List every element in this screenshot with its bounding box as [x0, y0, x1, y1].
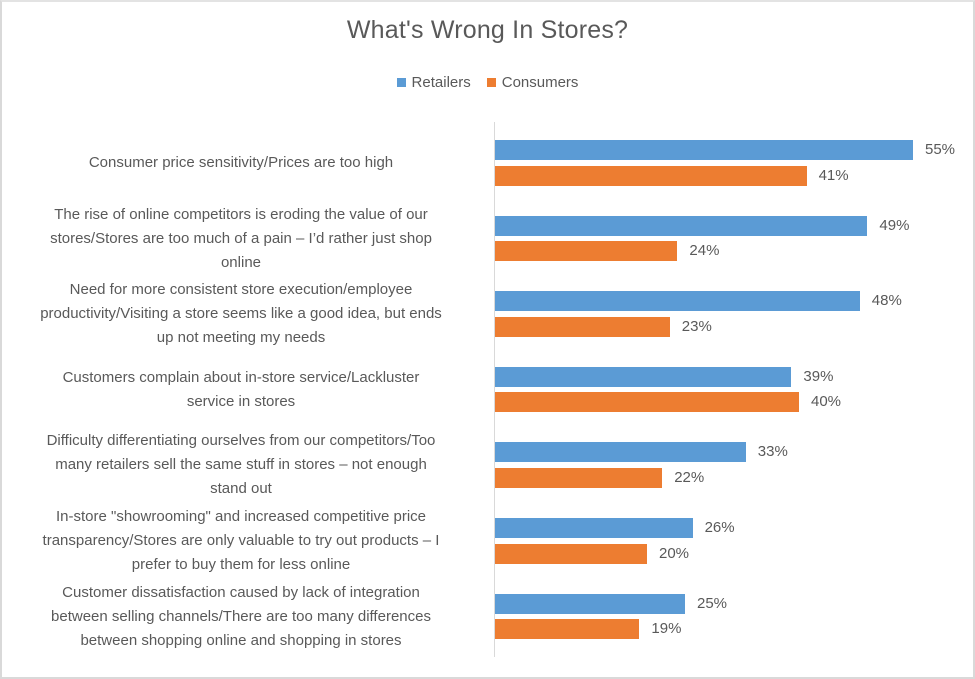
category-label: The rise of online competitors is erodin… — [6, 203, 476, 275]
legend: Retailers Consumers — [0, 74, 975, 91]
data-label-consumers: 19% — [651, 620, 682, 638]
bar-group: Difficulty differentiating ourselves fro… — [0, 432, 975, 497]
data-label-consumers: 24% — [689, 242, 720, 260]
category-label: Consumer price sensitivity/Prices are to… — [6, 151, 476, 175]
data-label-retailers: 33% — [757, 443, 788, 461]
bar-consumers — [495, 165, 807, 186]
data-label-consumers: 41% — [818, 166, 849, 184]
category-label: In-store "showrooming" and increased com… — [6, 505, 476, 577]
bar-consumers — [495, 241, 678, 262]
category-label-line: between selling channels/There are too m… — [51, 607, 431, 625]
category-label-line: Difficulty differentiating ourselves fro… — [46, 432, 436, 450]
category-label: Customer dissatisfaction caused by lack … — [6, 581, 476, 653]
category-label-line: prefer to buy them for less online — [131, 556, 351, 573]
chart-title: What's Wrong In Stores? — [346, 16, 629, 44]
bar-retailers — [495, 291, 860, 312]
category-label-line: Consumer price sensitivity/Prices are to… — [88, 154, 394, 171]
bar-retailers — [495, 215, 868, 236]
category-label-line: between shopping online and shopping in … — [80, 631, 402, 649]
category-label-line: The rise of online competitors is erodin… — [54, 205, 428, 223]
category-label-line: many retailers sell the same stuff in st… — [55, 456, 427, 474]
bar-group: In-store "showrooming" and increased com… — [0, 508, 975, 573]
data-label-retailers: 49% — [879, 216, 910, 234]
category-label-line: transparency/Stores are only valuable to… — [42, 532, 440, 549]
category-label-line: In-store "showrooming" and increased com… — [56, 508, 426, 525]
category-label: Need for more consistent store execution… — [6, 278, 476, 350]
bar-consumers — [495, 467, 663, 488]
data-label-retailers: 48% — [871, 292, 902, 310]
legend-item-consumers: Consumers — [486, 74, 579, 91]
category-label: Difficulty differentiating ourselves fro… — [6, 429, 476, 501]
legend-swatch-consumers — [486, 78, 496, 87]
category-label-line: online — [220, 253, 262, 271]
category-label-line: service in stores — [186, 392, 296, 410]
legend-swatch-retailers — [396, 78, 406, 87]
category-label-line: stores/Stores are too much of a pain – I… — [50, 229, 432, 247]
data-label-consumers: 22% — [674, 468, 705, 486]
legend-label-consumers: Consumers — [501, 74, 579, 91]
bar-consumers — [495, 619, 640, 640]
data-label-consumers: 23% — [681, 317, 712, 335]
data-label-retailers: 55% — [925, 141, 956, 158]
legend-item-retailers: Retailers — [396, 74, 471, 91]
category-label-line: stand out — [210, 480, 272, 498]
data-label-consumers: 20% — [659, 544, 690, 562]
data-label-retailers: 26% — [704, 519, 735, 536]
category-label-line: productivity/Visiting a store seems like… — [40, 305, 442, 323]
bar-retailers — [495, 140, 913, 160]
category-label-line: up not meeting my needs — [156, 329, 326, 347]
bar-consumers — [495, 392, 799, 413]
bar-group: Need for more consistent store execution… — [0, 281, 975, 346]
legend-label-retailers: Retailers — [411, 74, 471, 91]
bar-group: Customer dissatisfaction caused by lack … — [0, 584, 975, 649]
category-label-line: Customer dissatisfaction caused by lack … — [62, 583, 420, 601]
data-label-consumers: 40% — [811, 393, 842, 411]
bar-consumers — [495, 316, 670, 337]
bar-consumers — [495, 543, 647, 564]
bar-retailers — [495, 366, 792, 387]
bar-group: Customers complain about in-store servic… — [0, 366, 975, 414]
bar-retailers — [495, 442, 746, 463]
category-label: Customers complain about in-store servic… — [6, 366, 476, 414]
category-axis-line — [494, 122, 495, 657]
category-label-line: Customers complain about in-store servic… — [62, 368, 420, 386]
category-label-line: Need for more consistent store execution… — [69, 281, 413, 299]
bar-retailers — [495, 593, 685, 614]
bar-group: The rise of online competitors is erodin… — [0, 206, 975, 271]
data-label-retailers: 39% — [803, 367, 834, 385]
data-label-retailers: 25% — [697, 594, 728, 612]
bar-retailers — [495, 518, 693, 538]
bar-group: Consumer price sensitivity/Prices are to… — [0, 140, 975, 186]
